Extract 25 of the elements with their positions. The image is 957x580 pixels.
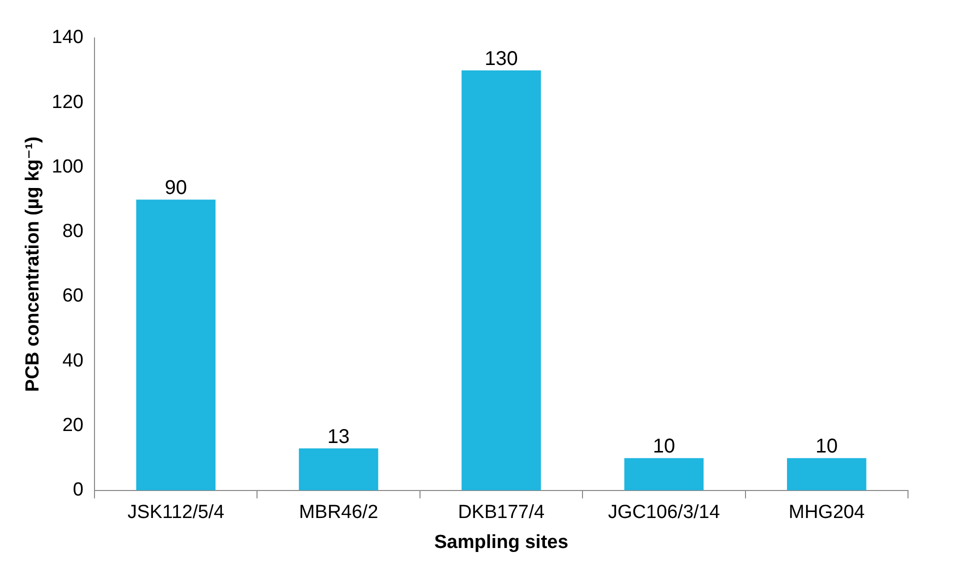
x-tick-label: MBR46/2 (298, 502, 378, 524)
y-tick-label: 60 (62, 286, 84, 307)
data-label: 10 (816, 436, 838, 458)
bar (786, 458, 866, 490)
x-tick-label: JGC106/3/14 (608, 502, 720, 524)
y-tick-label: 140 (52, 27, 84, 48)
bar (462, 70, 541, 490)
bar (624, 458, 704, 490)
x-axis-title: Sampling sites (434, 532, 568, 553)
y-axis-title: PCB concentration (µg kg⁻¹) (22, 136, 44, 392)
data-label: 10 (652, 436, 676, 458)
data-label: 90 (164, 177, 187, 200)
x-tick-label: JSK112/5/4 (127, 502, 225, 524)
y-tick-label: 80 (62, 221, 84, 242)
data-label: 13 (327, 426, 350, 448)
bar (298, 448, 378, 490)
y-tick-label: 120 (52, 92, 84, 113)
y-tick-label: 100 (52, 156, 84, 178)
y-tick-label: 40 (62, 350, 84, 372)
x-tick-label: MHG204 (788, 502, 866, 524)
y-tick-label: 20 (62, 415, 84, 436)
bar (136, 200, 216, 490)
data-label: 130 (484, 48, 518, 70)
y-tick-label: 0 (72, 480, 84, 501)
x-tick-label: DKB177/4 (458, 502, 545, 524)
